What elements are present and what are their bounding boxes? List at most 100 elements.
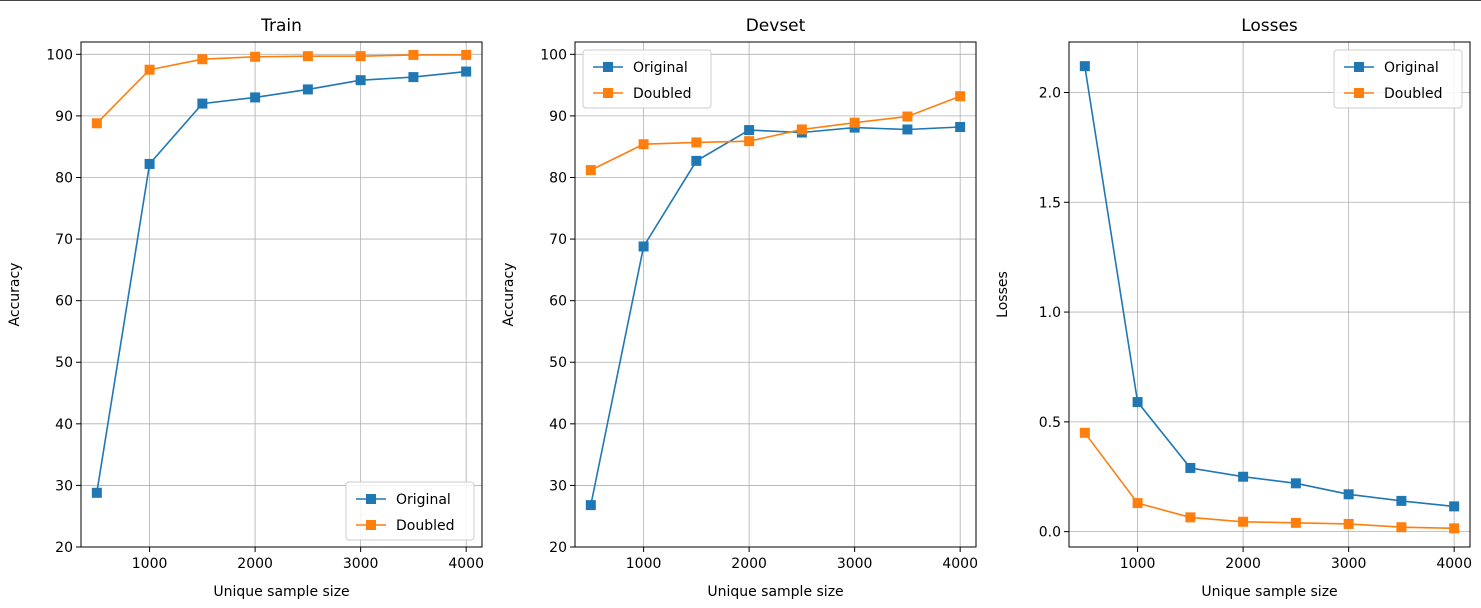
data-point-original <box>1449 501 1460 512</box>
series-line-original <box>1084 66 1455 508</box>
chart-losses: 1000 2000 3000 4000 0.0 0.5 1.0 1.5 2.0 Losses Uni… <box>995 16 1472 600</box>
data-point-original <box>1079 61 1090 72</box>
legend-marker <box>1354 88 1364 98</box>
data-point-original <box>1185 462 1196 473</box>
y-tick-label: 90 <box>549 109 567 125</box>
data-point-doubled <box>408 49 419 60</box>
x-tick-label: 1000 <box>132 556 168 572</box>
data-point-doubled <box>849 117 860 128</box>
x-tick-label: 2000 <box>731 556 767 572</box>
series-line-doubled <box>96 54 467 124</box>
y-tick-label: 80 <box>549 170 567 186</box>
legend-label-doubled: Doubled <box>396 518 455 534</box>
data-point-original <box>902 124 913 135</box>
x-tick-label: 4000 <box>448 556 484 572</box>
data-point-doubled <box>955 91 966 102</box>
y-tick-label: 80 <box>55 170 73 186</box>
data-point-original <box>91 487 102 498</box>
y-tick-label: 1.0 <box>1039 305 1061 321</box>
series-line-doubled <box>590 95 961 171</box>
x-tick-label: 1000 <box>626 556 662 572</box>
legend-marker <box>366 520 376 530</box>
axes-frame <box>1068 41 1471 548</box>
y-axis-label: Losses <box>995 271 1011 318</box>
chart-title: Train <box>260 16 302 36</box>
data-point-original <box>144 158 155 169</box>
x-tick-label: 4000 <box>1436 556 1472 572</box>
x-tick-label: 3000 <box>1331 556 1367 572</box>
x-tick-label: 1000 <box>1120 556 1156 572</box>
data-point-original <box>955 121 966 132</box>
data-point-doubled <box>1185 512 1196 523</box>
axes-frame <box>574 41 977 548</box>
legend: Original Doubled <box>1333 49 1463 109</box>
y-tick-label: 40 <box>549 417 567 433</box>
data-point-doubled <box>91 118 102 129</box>
y-tick-label: 70 <box>55 232 73 248</box>
axes-frame <box>80 41 483 548</box>
y-tick-label: 20 <box>55 540 73 556</box>
y-tick-label: 100 <box>46 47 73 63</box>
data-point-original <box>691 155 702 166</box>
legend-label-original: Original <box>396 492 451 508</box>
y-tick-label: 60 <box>55 294 73 310</box>
data-point-doubled <box>355 51 366 62</box>
legend-marker <box>1354 62 1364 72</box>
y-tick-label: 50 <box>549 355 567 371</box>
y-tick-label: 40 <box>55 417 73 433</box>
data-point-original <box>250 92 261 103</box>
data-point-doubled <box>1343 518 1354 529</box>
x-tick-label: 4000 <box>942 556 978 572</box>
y-tick-label: 2.0 <box>1039 86 1061 102</box>
x-tick-label: 2000 <box>237 556 273 572</box>
x-axis-label: Unique sample size <box>707 584 843 600</box>
data-point-doubled <box>1449 523 1460 534</box>
y-axis-label: Accuracy <box>7 263 23 327</box>
y-tick-label: 70 <box>549 232 567 248</box>
x-tick-label: 3000 <box>343 556 379 572</box>
data-point-original <box>744 125 755 136</box>
y-tick-label: 30 <box>549 478 567 494</box>
chart-title: Losses <box>1241 16 1298 36</box>
data-point-original <box>638 241 649 252</box>
data-point-original <box>1238 471 1249 482</box>
series-line-original <box>590 126 961 506</box>
data-point-doubled <box>691 137 702 148</box>
data-point-original <box>355 75 366 86</box>
data-point-doubled <box>144 64 155 75</box>
data-point-doubled <box>796 124 807 135</box>
chart-train: 1000 2000 3000 4000 20 30 40 50 60 70 80 90 100 Train… <box>7 16 484 600</box>
y-tick-label: 30 <box>55 478 73 494</box>
data-point-doubled <box>1396 522 1407 533</box>
y-tick-label: 0.5 <box>1039 415 1061 431</box>
series-line-original <box>96 70 467 493</box>
data-point-original <box>1396 495 1407 506</box>
x-tick-label: 3000 <box>837 556 873 572</box>
data-point-original <box>585 500 596 511</box>
legend-label-original: Original <box>1384 60 1439 76</box>
y-axis-label: Accuracy <box>501 263 517 327</box>
data-point-original <box>461 66 472 77</box>
data-point-doubled <box>197 54 208 65</box>
data-point-doubled <box>1132 498 1143 509</box>
data-point-doubled <box>461 49 472 60</box>
top-border <box>0 0 1481 1</box>
data-point-original <box>197 98 208 109</box>
series-line-doubled <box>1084 432 1455 530</box>
data-point-doubled <box>302 51 313 62</box>
legend-label-doubled: Doubled <box>1384 86 1443 102</box>
data-point-doubled <box>1238 516 1249 527</box>
y-tick-label: 0.0 <box>1039 525 1061 541</box>
legend-label-doubled: Doubled <box>633 86 692 102</box>
y-tick-label: 90 <box>55 109 73 125</box>
y-tick-label: 50 <box>55 355 73 371</box>
x-tick-label: 2000 <box>1225 556 1261 572</box>
legend-label-original: Original <box>633 60 688 76</box>
x-axis-label: Unique sample size <box>1201 584 1337 600</box>
legend-marker <box>603 62 613 72</box>
data-point-original <box>1343 489 1354 500</box>
chart-devset: 1000 2000 3000 4000 20 30 40 50 60 70 80 90 100 Devse… <box>501 16 978 600</box>
data-point-doubled <box>1290 517 1301 528</box>
legend-marker <box>366 494 376 504</box>
